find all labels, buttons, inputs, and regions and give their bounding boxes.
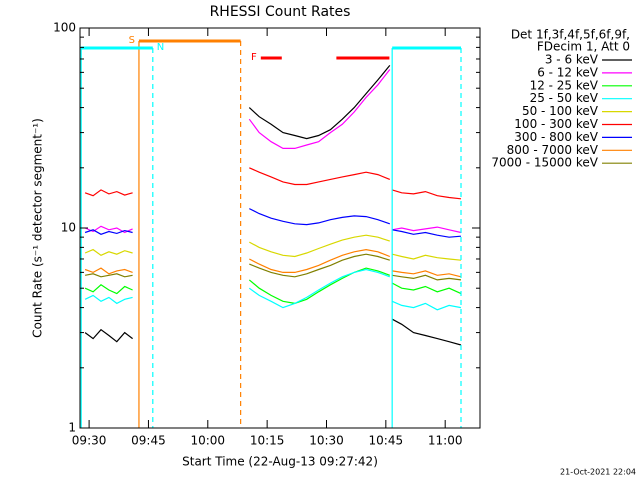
series-line xyxy=(84,267,462,305)
legend-label: 25 - 50 keV xyxy=(530,91,599,105)
legend-header: Det 1f,3f,4f,5f,6f,9f, xyxy=(511,28,630,42)
x-tick-label: 11:00 xyxy=(428,434,463,448)
footer: 21-Oct-2021 22:04 xyxy=(560,468,636,477)
y-axis-title: Count Rate (s⁻¹ detector segment⁻¹) xyxy=(31,118,45,338)
series-line xyxy=(84,234,462,261)
x-tick-label: 10:45 xyxy=(369,434,404,448)
legend-label: 50 - 100 keV xyxy=(522,104,599,118)
series-line xyxy=(84,208,462,238)
x-tick-label: 09:45 xyxy=(131,434,166,448)
legend-label: 6 - 12 keV xyxy=(537,65,599,79)
y-tick-label: 10 xyxy=(61,221,76,235)
chart-title: RHESSI Count Rates xyxy=(210,4,351,20)
legend-label: 12 - 25 keV xyxy=(530,78,599,92)
x-tick-label: 09:30 xyxy=(72,434,107,448)
x-tick-label: 10:15 xyxy=(250,434,285,448)
x-tick-label: 10:00 xyxy=(190,434,225,448)
legend-label: 300 - 800 keV xyxy=(514,130,598,144)
legend-header: FDecim 1, Att 0 xyxy=(537,40,630,54)
interval-label: F xyxy=(251,52,257,63)
series-line xyxy=(84,65,462,346)
x-tick-label: 10:30 xyxy=(309,434,344,448)
interval-label: N xyxy=(157,42,164,53)
series-line xyxy=(84,69,462,234)
series-line xyxy=(84,167,462,200)
legend-label: 800 - 7000 keV xyxy=(507,143,599,157)
series-line xyxy=(84,248,462,278)
legend-label: 3 - 6 keV xyxy=(545,53,599,67)
y-tick-label: 1 xyxy=(68,421,76,435)
interval-label: S xyxy=(129,35,135,46)
x-axis-title: Start Time (22-Aug-13 09:27:42) xyxy=(182,455,378,469)
legend-label: 7000 - 15000 keV xyxy=(491,156,598,170)
series-line xyxy=(84,253,462,281)
y-tick-label: 100 xyxy=(53,21,76,35)
legend-label: 100 - 300 keV xyxy=(514,117,598,131)
series-line xyxy=(84,268,462,311)
